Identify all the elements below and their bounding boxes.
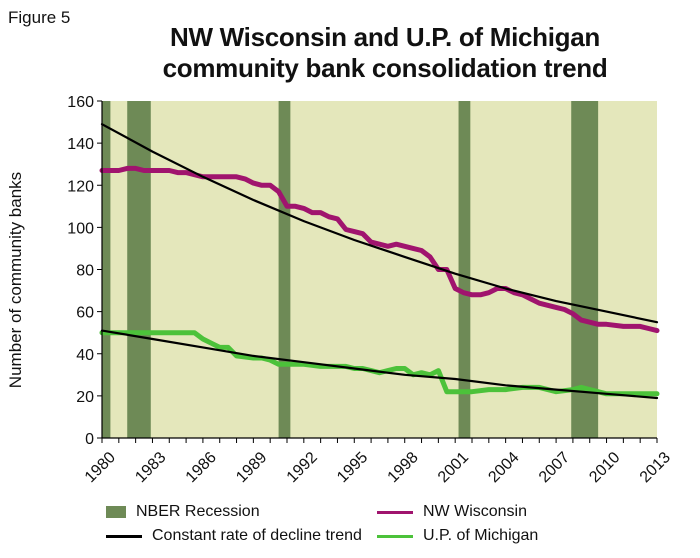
recession-band-2 (278, 101, 291, 438)
x-tick-label: 2007 (536, 449, 573, 486)
x-tick-label: 1992 (284, 449, 321, 486)
legend-label-recession: NBER Recession (136, 503, 260, 520)
y-tick-label: 60 (76, 305, 94, 322)
chart-title-line1: NW Wisconsin and U.P. of Michigan (170, 22, 600, 52)
legend-item-up-michigan: U.P. of Michigan (377, 527, 538, 545)
recession-band-1 (127, 101, 151, 438)
y-tick-label: 160 (67, 94, 94, 111)
plot-area (102, 101, 657, 438)
legend-item-nw-wisconsin: NW Wisconsin (377, 503, 527, 521)
x-tick-label: 2013 (637, 449, 674, 486)
series-line-nw-wisconsin (99, 165, 660, 334)
x-tick-label: 2004 (485, 449, 522, 486)
series-lines (99, 123, 660, 400)
recession-bands (102, 101, 599, 438)
legend-label-nw-wisconsin: NW Wisconsin (423, 503, 528, 520)
legend-swatch-nw-wisconsin (377, 510, 413, 514)
legend-swatch-trend (106, 534, 142, 538)
legend-label-trend: Constant rate of decline trend (152, 527, 362, 544)
chart-title: NW Wisconsin and U.P. of Michigan commun… (105, 22, 665, 84)
legend-swatch-up-michigan (377, 534, 413, 538)
legend-item-trend: Constant rate of decline trend (106, 527, 362, 545)
legend-item-recession: NBER Recession (106, 503, 260, 521)
y-tick-label: 20 (76, 389, 94, 406)
x-tick-label: 1980 (82, 449, 119, 486)
x-tick-label: 1989 (233, 449, 270, 486)
x-tick-label: 1983 (132, 449, 169, 486)
y-tick-label: 0 (85, 431, 94, 448)
x-tick-label: 1998 (385, 449, 422, 486)
legend-swatch-recession (106, 506, 126, 518)
recession-band-4 (571, 101, 599, 438)
series-line-constant-rate-of-decline-trend-u-p-of-michigan (100, 329, 659, 400)
recession-band-0 (102, 101, 111, 438)
x-tick-label: 2010 (586, 449, 623, 486)
recession-band-3 (458, 101, 471, 438)
x-tick-label: 2001 (435, 449, 472, 486)
x-tick-label: 1995 (334, 449, 371, 486)
y-tick-label: 140 (67, 136, 94, 153)
legend-label-up-michigan: U.P. of Michigan (423, 527, 539, 544)
y-tick-label: 40 (76, 347, 94, 364)
series-line-constant-rate-of-decline-trend-nw-wisconsin (100, 123, 659, 324)
y-tick-label: 80 (76, 263, 94, 280)
figure-label: Figure 5 (8, 8, 71, 27)
chart-title-line2: community bank consolidation trend (162, 53, 608, 83)
y-tick-label: 100 (67, 220, 94, 237)
x-tick-label: 1986 (183, 449, 220, 486)
y-tick-label: 120 (67, 178, 94, 195)
